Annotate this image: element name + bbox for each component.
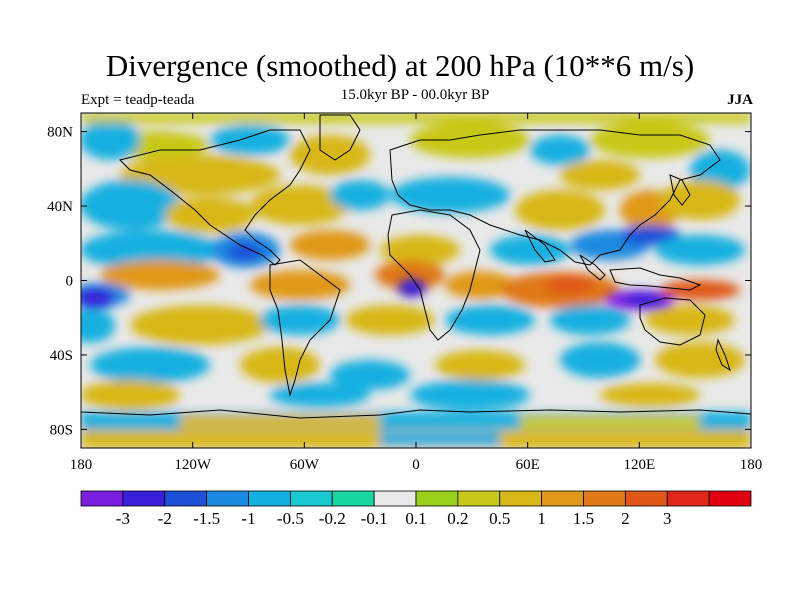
colorbar-swatch [373,490,417,507]
y-tick-label: 0 [66,274,74,290]
coastlines [81,114,751,419]
y-tick-label: 40S [50,348,73,364]
colorbar: -3 -2 -1.5 -1 -0.5 -0.2 -0.1 0.1 0.2 0.5 1 1.5 2 3 [80,490,752,528]
colorbar-swatch [164,490,208,507]
x-tick-label: 120E [623,457,655,473]
colorbar-label: 1.5 [573,509,594,528]
y-tick-label: 80S [50,422,73,438]
colorbar-swatch [331,490,375,507]
colorbar-label: 3 [663,509,672,528]
colorbar-swatch [457,490,501,507]
x-tick-label: 120W [174,457,212,473]
time-period-label: 15.0kyr BP - 00.0kyr BP [340,87,490,103]
x-tick-label: 60W [290,457,320,473]
colorbar-label: 0.5 [489,509,510,528]
colorbar-swatch [708,490,752,507]
y-tick-label: 80N [47,125,73,141]
colorbar-swatch [415,490,459,507]
colorbar-swatch [122,490,166,507]
y-axis: 80N 40N 0 40S 80S [47,125,751,438]
colorbar-swatch [248,490,291,507]
colorbar-swatch [541,490,584,507]
plot-title: Divergence (smoothed) at 200 hPa (10**6 … [105,48,695,83]
colorbar-swatch [624,490,668,507]
colorbar-label: 2 [621,509,630,528]
colorbar-label: -2 [158,509,172,528]
colorbar-swatch [80,490,124,507]
x-tick-label: 60E [516,457,540,473]
colorbar-label: -1.5 [193,509,220,528]
colorbar-label: 1 [537,509,546,528]
colorbar-swatch [499,490,543,507]
x-tick-label: 180 [740,457,763,473]
colorbar-label: -0.2 [319,509,346,528]
colorbar-label: -3 [116,509,130,528]
colorbar-swatch [289,490,333,507]
colorbar-swatch [666,490,710,507]
colorbar-label: -0.1 [361,509,388,528]
colorbar-label: -0.5 [277,509,304,528]
x-tick-label: 180 [70,457,93,473]
colorbar-label: 0.2 [447,509,468,528]
x-tick-label: 0 [412,457,420,473]
contour-field [81,113,751,448]
experiment-label: Expt = teadp-teada [81,92,195,108]
colorbar-swatch [206,490,249,507]
y-tick-label: 40N [47,199,73,215]
colorbar-label: -1 [241,509,255,528]
colorbar-label: 0.1 [405,509,426,528]
season-label: JJA [727,92,753,108]
x-axis: 180 120W 60W 0 60E 120E 180 [70,113,763,473]
colorbar-swatch [583,490,626,507]
